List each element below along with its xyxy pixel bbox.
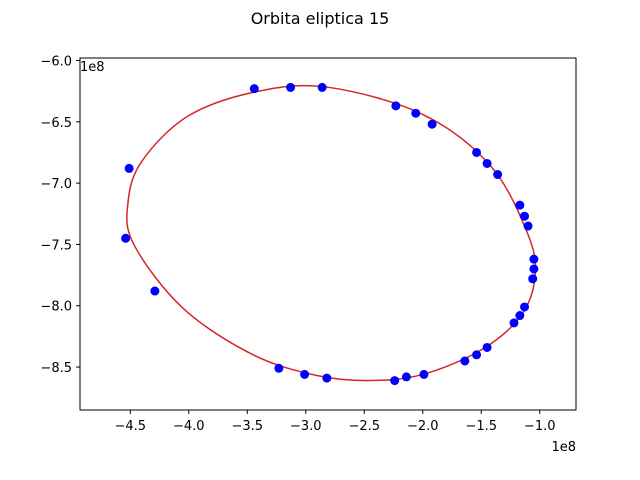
plot-frame bbox=[79, 57, 577, 411]
x-tick-label: −4.0 bbox=[173, 419, 205, 434]
x-tick-label: −4.5 bbox=[115, 419, 147, 434]
orbit-point bbox=[509, 318, 519, 328]
series-layer bbox=[121, 82, 539, 386]
orbit-point bbox=[523, 221, 533, 231]
y-tick-label: −8.5 bbox=[40, 361, 72, 376]
orbit-point bbox=[472, 350, 482, 360]
plot-area bbox=[80, 58, 576, 410]
y-axis: −8.5 −8.0 −7.5 −7.0 −6.5 −6.0 bbox=[40, 54, 80, 376]
orbit-point bbox=[528, 274, 538, 284]
y-tick-label: −7.5 bbox=[40, 238, 72, 253]
y-tick-label: −6.0 bbox=[40, 54, 72, 69]
orbit-point bbox=[419, 369, 429, 379]
orbit-point bbox=[121, 233, 131, 243]
orbit-point bbox=[322, 373, 332, 383]
x-tick-label: −3.0 bbox=[290, 419, 322, 434]
y-tick-label: −8.0 bbox=[40, 300, 72, 315]
x-axis: −4.5 −4.0 −3.5 −3.0 −2.5 −2.0 −1.5 −1.0 bbox=[115, 410, 556, 434]
orbit-point bbox=[515, 311, 525, 321]
orbit-point bbox=[124, 163, 134, 173]
y-offset-label: 1e8 bbox=[80, 60, 105, 75]
orbit-point bbox=[411, 108, 421, 118]
x-tick-label: −1.5 bbox=[465, 419, 497, 434]
orbit-line bbox=[126, 84, 537, 382]
orbit-point bbox=[529, 254, 539, 264]
orbit-point bbox=[401, 372, 411, 382]
orbit-point bbox=[427, 119, 437, 129]
x-offset-label: 1e8 bbox=[551, 440, 576, 455]
orbit-point bbox=[150, 286, 160, 296]
orbit-point bbox=[286, 82, 296, 92]
chart-title: Orbita eliptica 15 bbox=[251, 9, 390, 28]
orbit-point bbox=[520, 302, 530, 312]
orbit-point bbox=[482, 158, 492, 168]
orbit-point bbox=[520, 211, 530, 221]
orbit-point bbox=[249, 84, 259, 94]
orbit-point bbox=[274, 363, 284, 373]
y-tick-label: −6.5 bbox=[40, 116, 72, 131]
x-tick-label: −2.0 bbox=[407, 419, 439, 434]
orbit-point bbox=[391, 101, 401, 111]
x-tick-label: −3.5 bbox=[231, 419, 263, 434]
orbit-point bbox=[460, 356, 470, 366]
orbit-point bbox=[482, 342, 492, 352]
orbit-point bbox=[515, 200, 525, 210]
x-tick-label: −1.0 bbox=[524, 419, 556, 434]
orbit-point bbox=[300, 369, 310, 379]
orbit-point bbox=[317, 82, 327, 92]
orbit-point bbox=[390, 376, 400, 386]
y-tick-label: −7.0 bbox=[40, 177, 72, 192]
orbit-point bbox=[493, 170, 503, 180]
orbit-point bbox=[472, 147, 482, 157]
orbit-point bbox=[529, 264, 539, 274]
x-tick-label: −2.5 bbox=[348, 419, 380, 434]
